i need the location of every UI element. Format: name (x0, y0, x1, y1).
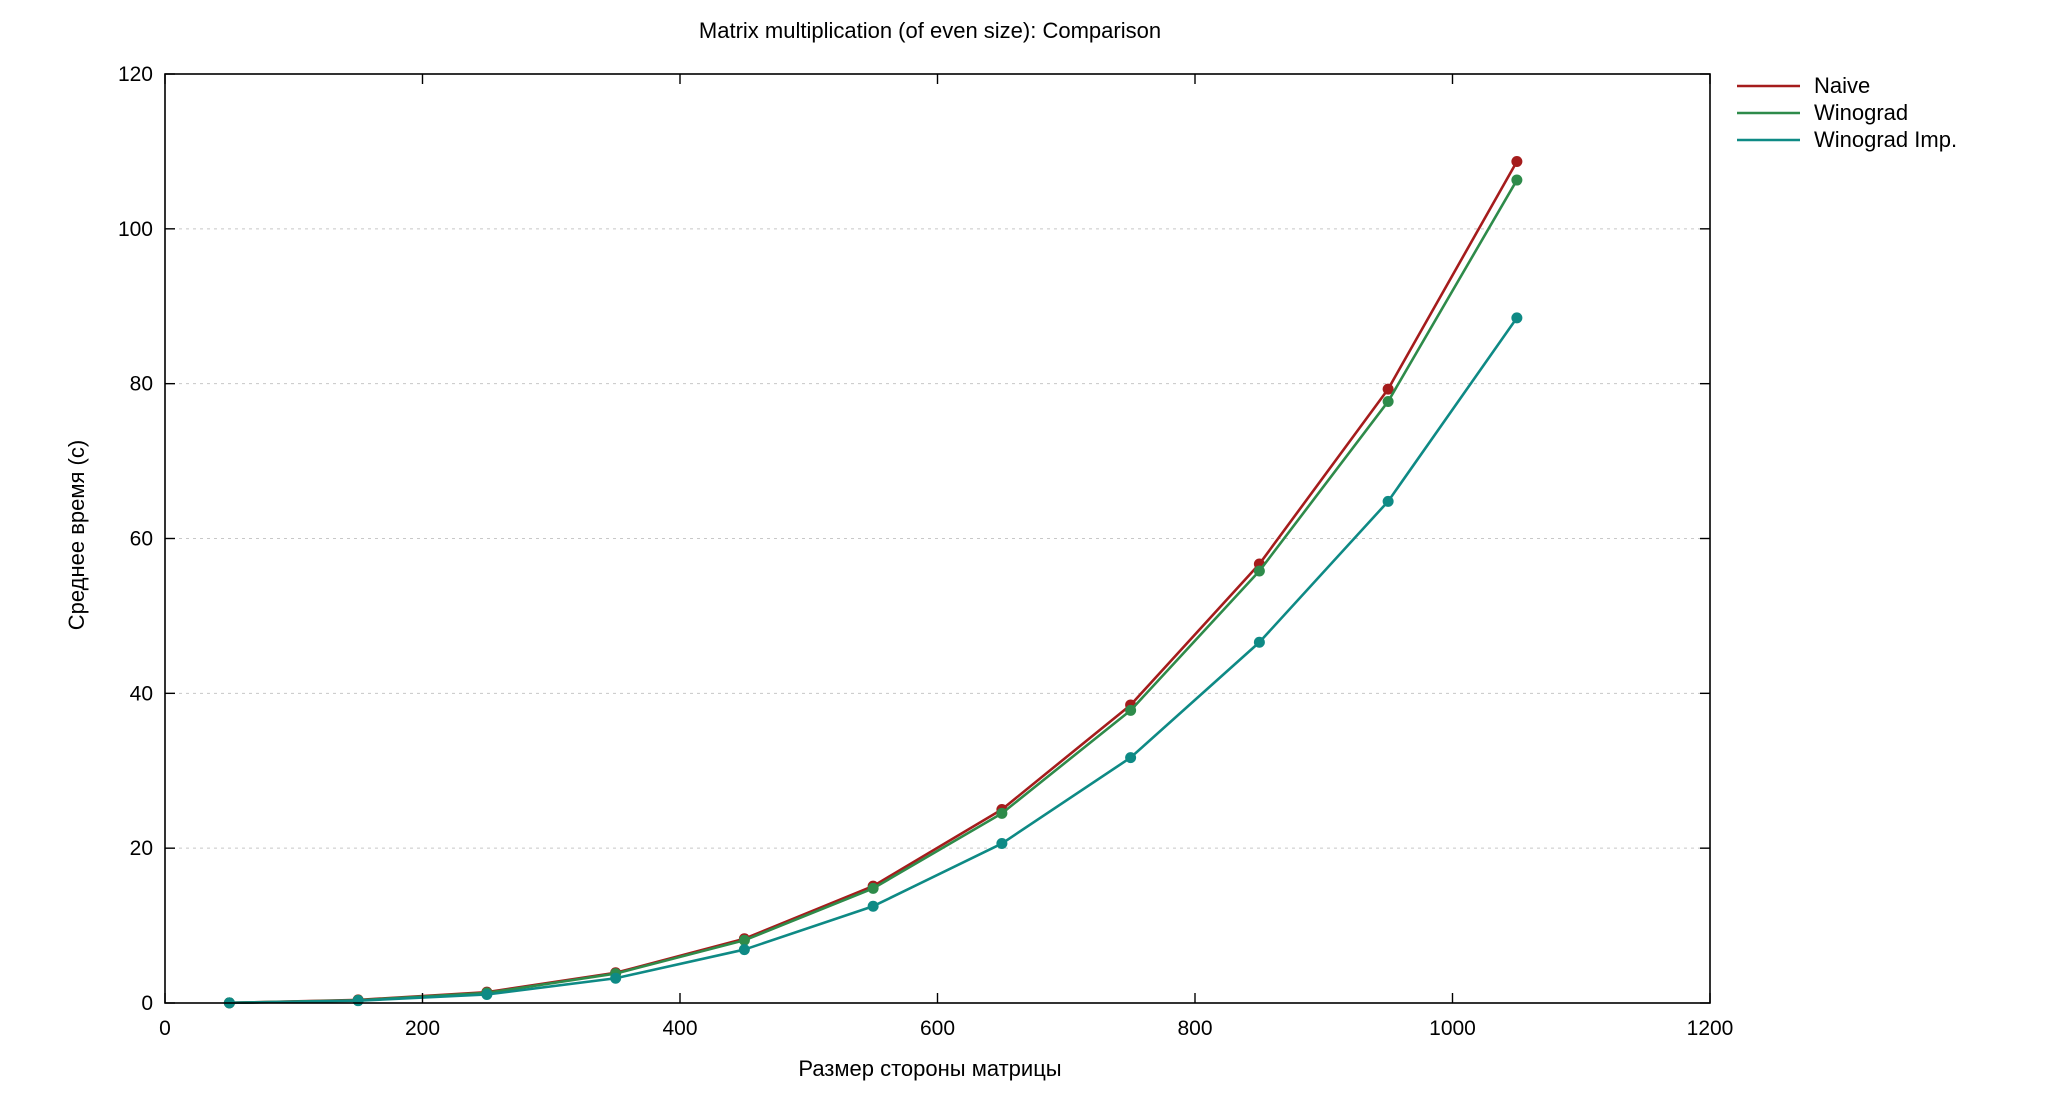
data-point (867, 900, 879, 912)
data-point (996, 838, 1008, 850)
y-tick-label: 100 (118, 218, 153, 241)
data-point (1125, 704, 1137, 716)
data-point (352, 995, 364, 1007)
y-tick-label: 0 (141, 992, 153, 1015)
data-point (1382, 395, 1394, 407)
y-tick-label: 40 (130, 682, 153, 705)
legend-label: Naive (1814, 73, 1870, 98)
data-point (1125, 752, 1137, 764)
y-tick-label: 120 (118, 63, 153, 86)
series-winograd-imp (223, 312, 1523, 1009)
legend-item: Winograd (1737, 100, 1908, 125)
series-line (229, 317, 1518, 1005)
series-winograd (223, 174, 1523, 1009)
x-tick-label: 400 (662, 1017, 697, 1040)
chart-title: Matrix multiplication (of even size): Co… (699, 18, 1161, 43)
x-tick-label: 1000 (1429, 1017, 1476, 1040)
x-tick-label: 600 (920, 1017, 955, 1040)
legend-label: Winograd Imp. (1814, 127, 1957, 152)
y-tick-label: 60 (130, 528, 153, 551)
data-point (1511, 155, 1523, 167)
series-line (229, 179, 1519, 1005)
grid (165, 228, 1710, 849)
data-point (1511, 312, 1523, 324)
series-line (229, 160, 1519, 1005)
series-naive (223, 155, 1523, 1009)
x-axis-title: Размер стороны матрицы (798, 1056, 1061, 1081)
legend-item: Winograd Imp. (1737, 127, 1957, 152)
y-tick-label: 20 (130, 837, 153, 860)
x-tick-label: 0 (159, 1017, 171, 1040)
x-tick-label: 1200 (1687, 1017, 1734, 1040)
data-point (1253, 565, 1265, 577)
data-point (996, 807, 1008, 819)
data-point (1253, 636, 1265, 648)
data-point (1382, 383, 1394, 395)
data-point (738, 934, 750, 946)
legend-item: Naive (1737, 73, 1870, 98)
data-point (1511, 174, 1523, 186)
x-tick-label: 200 (405, 1017, 440, 1040)
y-axis-title: Среднее время (с) (64, 440, 89, 630)
x-tick-label: 800 (1177, 1017, 1212, 1040)
data-point (1382, 495, 1394, 507)
data-point (738, 944, 750, 956)
data-point (481, 988, 493, 1000)
legend-label: Winograd (1814, 100, 1908, 125)
y-tick-label: 80 (130, 373, 153, 396)
data-point (867, 882, 879, 894)
data-point (610, 972, 622, 984)
series-layer (223, 155, 1523, 1009)
